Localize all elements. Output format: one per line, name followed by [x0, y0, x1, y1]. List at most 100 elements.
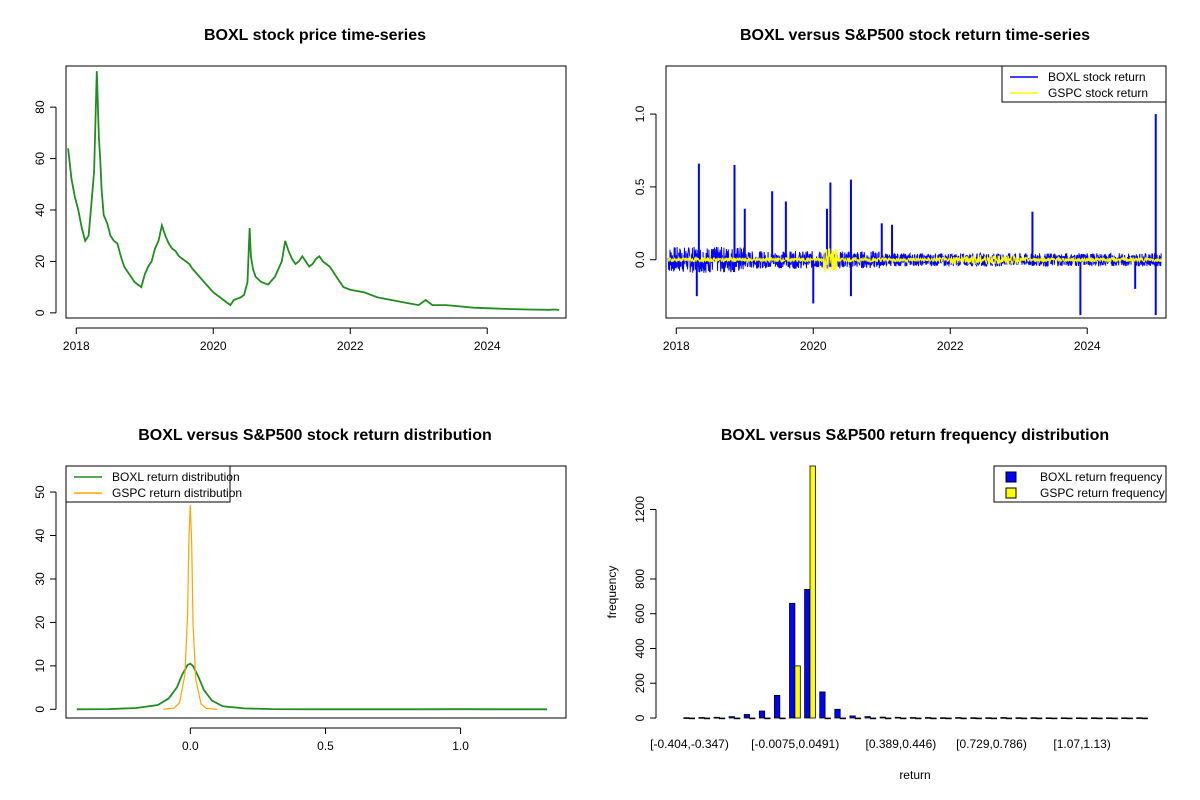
return-panel: BOXL versus S&P500 stock return time-ser…: [633, 27, 1167, 353]
gspc-frequency-bar: [1081, 717, 1088, 720]
frequency-y-tick-label: 0: [633, 714, 647, 721]
gspc-frequency-bar: [779, 717, 786, 720]
gspc-frequency-bar: [1126, 717, 1133, 720]
return-frame: [665, 65, 1167, 319]
gspc-frequency-bar: [1021, 717, 1028, 720]
frequency-x-tick-label: [0.389,0.446): [866, 737, 937, 751]
frequency-x-tick-label: [-0.0075,0.0491): [751, 737, 839, 751]
boxl-frequency-bar: [683, 717, 690, 719]
boxl-frequency-bar: [864, 716, 871, 719]
gspc-frequency-bar: [915, 717, 922, 720]
gspc-frequency-bar: [839, 717, 847, 720]
price-x-tick-label: 2024: [474, 339, 501, 353]
density-legend-label: BOXL return distribution: [112, 470, 240, 484]
gspc-frequency-bar: [854, 717, 862, 720]
boxl-frequency-bar: [804, 589, 811, 719]
boxl-frequency-bar: [728, 716, 735, 719]
price-y-tick-label: 40: [33, 203, 47, 217]
gspc-frequency-bar: [900, 717, 907, 720]
return-x-tick-label: 2018: [663, 339, 690, 353]
gspc-frequency-bar: [960, 717, 967, 720]
price-y-tick-label: 20: [33, 254, 47, 268]
boxl-frequency-bar: [1136, 717, 1143, 719]
return-x-tick-label: 2020: [800, 339, 827, 353]
frequency-y-tick-label: 200: [633, 673, 647, 693]
frequency-x-axis-label: return: [899, 768, 930, 782]
gspc-return-line: [667, 248, 1162, 273]
boxl-frequency-bar: [849, 715, 856, 719]
price-chart-title: BOXL stock price time-series: [204, 27, 426, 44]
frequency-legend-box: [993, 465, 1167, 503]
boxl-frequency-bar: [698, 717, 705, 719]
boxl-frequency-bar: [1045, 717, 1052, 719]
price-y-tick-label: 60: [33, 152, 47, 166]
return-y-tick-label: 1.0: [633, 105, 647, 122]
frequency-legend-swatch: [1005, 471, 1017, 483]
frequency-legend-label: BOXL return frequency: [1040, 470, 1162, 484]
density-x-tick-label: 0.5: [317, 739, 334, 753]
density-y-tick-label: 30: [33, 572, 47, 586]
boxl-frequency-bar: [1106, 717, 1113, 719]
price-x-tick-label: 2018: [63, 339, 90, 353]
boxl-frequency-bar: [1121, 717, 1128, 719]
density-legend-label: GSPC return distribution: [112, 486, 242, 500]
boxl-frequency-bar: [789, 602, 796, 719]
gspc-frequency-bar: [1036, 717, 1043, 720]
boxl-frequency-bar: [713, 716, 720, 719]
boxl-frequency-bar: [1030, 717, 1037, 719]
gspc-frequency-bar: [719, 717, 726, 720]
boxl-frequency-bar: [970, 717, 977, 719]
boxl-frequency-bar: [955, 717, 962, 719]
gspc-frequency-bar: [1066, 717, 1073, 720]
frequency-y-tick-label: 400: [633, 638, 647, 658]
gspc-frequency-bar: [1111, 717, 1118, 720]
gspc-frequency-bar: [885, 717, 892, 720]
price-frame: [65, 65, 567, 319]
boxl-frequency-bar: [909, 717, 917, 719]
gspc-frequency-bar: [990, 717, 998, 720]
price-x-tick-label: 2022: [337, 339, 364, 353]
density-chart-title: BOXL versus S&P500 stock return distribu…: [138, 427, 492, 444]
density-y-tick-label: 10: [33, 659, 47, 673]
density-y-tick-label: 0: [33, 706, 47, 713]
gspc-frequency-bar: [749, 717, 756, 720]
density-y-tick-label: 50: [33, 485, 47, 499]
gspc-frequency-bar: [1096, 717, 1103, 720]
boxl-frequency-bar: [879, 716, 886, 719]
boxl-frequency-bar: [1075, 717, 1083, 719]
return-legend-label: BOXL stock return: [1048, 70, 1146, 84]
gspc-density-line: [163, 505, 218, 710]
price-y-tick-label: 80: [33, 100, 47, 114]
boxl-frequency-bar: [1000, 717, 1007, 719]
boxl-density-line: [76, 662, 548, 711]
boxl-frequency-bar: [1015, 717, 1022, 719]
gspc-frequency-bar: [1005, 717, 1013, 720]
return-x-tick-label: 2022: [937, 339, 964, 353]
frequency-x-tick-label: [-0.404,-0.347): [650, 737, 729, 751]
boxl-frequency-bar: [819, 691, 826, 719]
price-panel: BOXL stock price time-series 2018 2020 202…: [33, 27, 567, 353]
boxl-frequency-bar: [834, 708, 841, 719]
boxl-return-line: [667, 246, 1162, 273]
gspc-frequency-bar: [764, 717, 771, 720]
frequency-chart-title: BOXL versus S&P500 return frequency dist…: [721, 427, 1109, 444]
gspc-frequency-bar: [794, 665, 801, 719]
gspc-frequency-bar: [930, 717, 937, 720]
density-y-tick-label: 20: [33, 615, 47, 629]
gspc-frequency-bar: [945, 717, 952, 720]
gspc-frequency-bar: [734, 717, 741, 720]
price-series-line: [67, 71, 560, 311]
density-frame: [65, 465, 567, 719]
boxl-frequency-bar: [985, 717, 992, 719]
gspc-frequency-bar: [870, 717, 877, 720]
return-y-tick-label: 0.5: [633, 178, 647, 195]
density-panel: BOXL versus S&P500 stock return distribu…: [33, 427, 567, 753]
density-x-tick-label: 0.0: [182, 739, 199, 753]
density-y-tick-label: 40: [33, 529, 47, 543]
price-y-tick-label: 0: [33, 309, 47, 316]
frequency-y-axis-label: frequency: [605, 566, 619, 619]
frequency-panel: BOXL versus S&P500 return frequency dist…: [605, 427, 1167, 782]
frequency-x-tick-label: [0.729,0.786): [956, 737, 1027, 751]
frequency-y-tick-label: 800: [633, 569, 647, 589]
